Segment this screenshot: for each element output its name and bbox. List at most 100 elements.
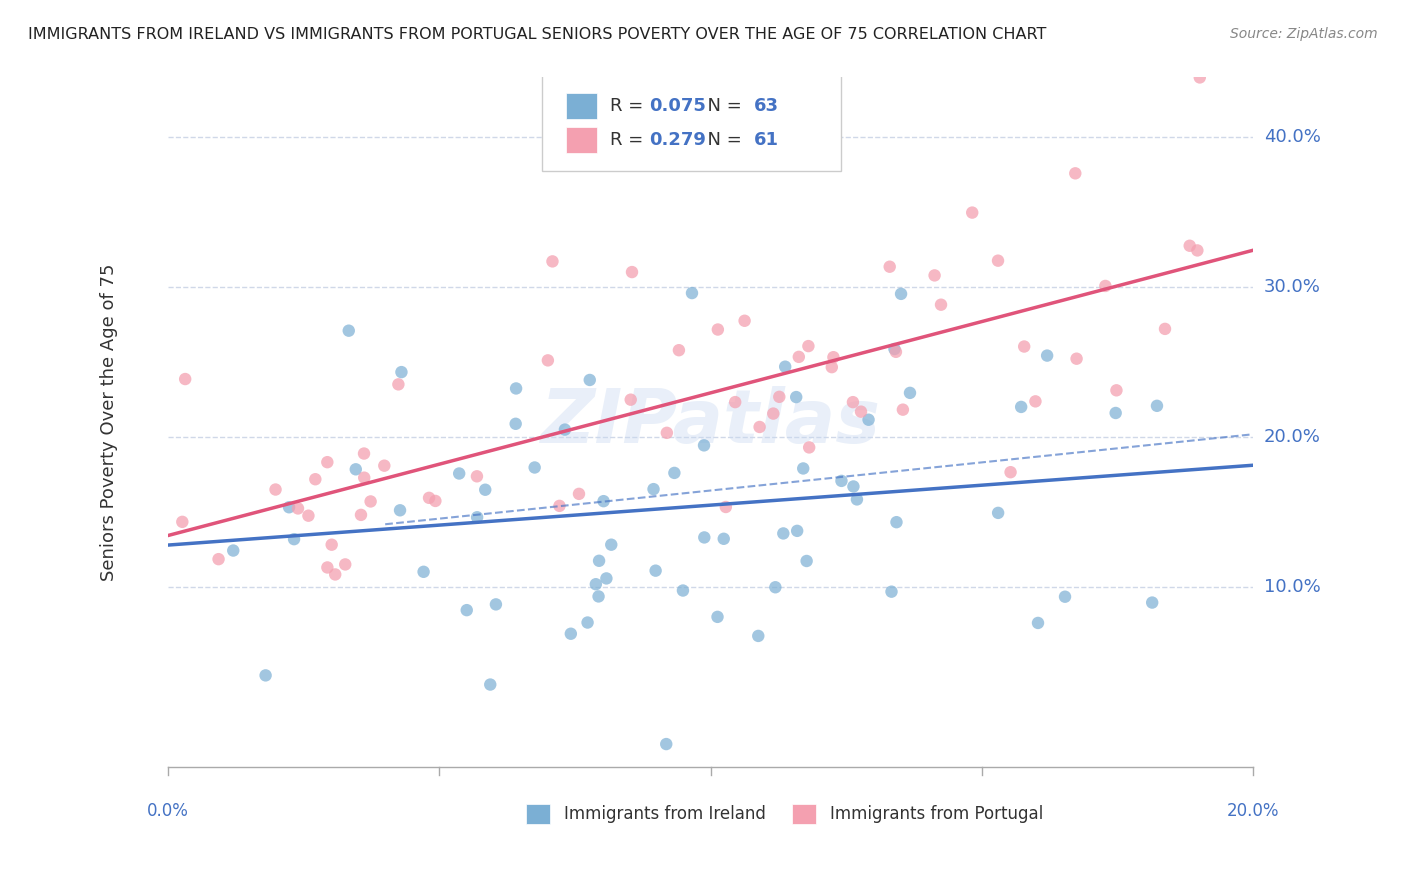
Point [924, 268, 946, 283]
Text: 20.0%: 20.0% [1226, 802, 1279, 820]
Point [1146, 399, 1168, 413]
Point [748, 420, 770, 434]
Point [1010, 400, 1032, 414]
Point [664, 466, 686, 480]
Point [360, 494, 382, 508]
Bar [567, 93, 596, 119]
Point [1066, 351, 1088, 366]
Text: 63: 63 [754, 96, 779, 115]
Point [1026, 615, 1049, 630]
Text: Seniors Poverty Over the Age of 75: Seniors Poverty Over the Age of 75 [100, 263, 118, 581]
Point [505, 381, 527, 395]
Point [585, 577, 607, 591]
Point [412, 565, 434, 579]
Text: Immigrants from Ireland: Immigrants from Ireland [564, 805, 766, 823]
Text: R =: R = [610, 131, 648, 149]
Point [724, 395, 747, 409]
Point [785, 390, 807, 404]
Point [297, 508, 319, 523]
Bar [526, 805, 550, 823]
Text: 61: 61 [754, 131, 779, 149]
Point [672, 583, 695, 598]
Text: Immigrants from Portugal: Immigrants from Portugal [830, 805, 1043, 823]
Point [823, 350, 845, 364]
Text: 10.0%: 10.0% [1264, 578, 1320, 596]
Point [278, 500, 301, 515]
Point [762, 407, 785, 421]
Point [849, 404, 872, 418]
Point [787, 350, 810, 364]
Point [323, 567, 346, 582]
Point [713, 532, 735, 546]
Point [568, 487, 591, 501]
Point [842, 479, 865, 493]
Point [576, 615, 599, 630]
Point [681, 286, 703, 301]
Point [1178, 239, 1201, 253]
Point [222, 543, 245, 558]
Point [588, 590, 610, 604]
Point [1094, 279, 1116, 293]
Point [287, 501, 309, 516]
Point [845, 492, 868, 507]
Point [335, 558, 357, 572]
Point [465, 510, 488, 524]
Point [537, 353, 560, 368]
Point [772, 526, 794, 541]
Point [797, 339, 820, 353]
Point [891, 402, 914, 417]
Point [449, 467, 471, 481]
Point [337, 324, 360, 338]
Point [734, 314, 756, 328]
Point [1024, 394, 1046, 409]
Point [1000, 465, 1022, 479]
Point [283, 532, 305, 546]
Point [1187, 244, 1209, 258]
Text: N =: N = [696, 96, 748, 115]
Point [595, 571, 617, 585]
Point [1036, 349, 1059, 363]
Point [387, 377, 409, 392]
Point [655, 425, 678, 440]
Point [350, 508, 373, 522]
Point [1154, 322, 1177, 336]
Point [389, 503, 412, 517]
Point [316, 560, 339, 574]
Point [898, 385, 921, 400]
Point [353, 446, 375, 460]
Point [883, 342, 905, 356]
Point [474, 483, 496, 497]
Point [644, 564, 666, 578]
Point [747, 629, 769, 643]
Point [707, 322, 730, 336]
Point [763, 580, 786, 594]
Point [321, 538, 343, 552]
Point [479, 677, 502, 691]
Text: 0.279: 0.279 [648, 131, 706, 149]
Point [592, 494, 614, 508]
Point [1140, 596, 1163, 610]
Text: 40.0%: 40.0% [1264, 128, 1320, 146]
Point [1188, 70, 1211, 85]
Point [987, 253, 1010, 268]
Text: ZIPatlas: ZIPatlas [540, 386, 880, 458]
Point [886, 515, 908, 529]
Text: Source: ZipAtlas.com: Source: ZipAtlas.com [1230, 27, 1378, 41]
Point [353, 471, 375, 485]
Point [425, 494, 447, 508]
Point [830, 474, 852, 488]
Point [880, 584, 903, 599]
Point [373, 458, 395, 473]
Point [842, 395, 865, 409]
Point [588, 554, 610, 568]
Point [706, 610, 728, 624]
Point [548, 499, 571, 513]
Point [796, 554, 818, 568]
Text: 0.0%: 0.0% [148, 802, 190, 820]
Point [172, 515, 194, 529]
Bar [567, 127, 596, 153]
Point [304, 472, 326, 486]
Point [264, 483, 287, 497]
Point [391, 365, 413, 379]
Point [668, 343, 690, 358]
